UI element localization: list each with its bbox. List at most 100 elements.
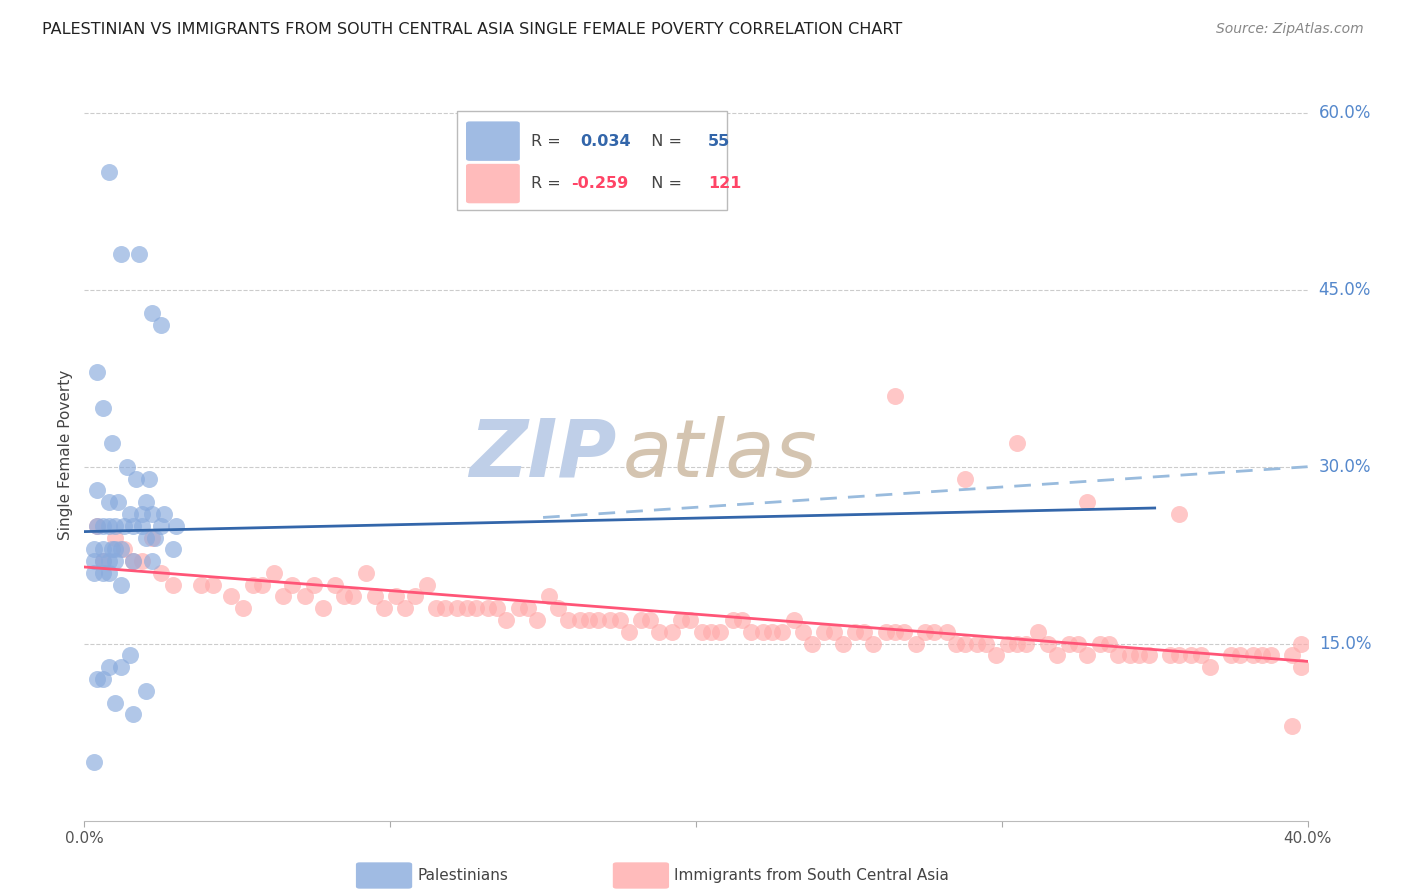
Point [104, 518, 127, 533]
Point [162, 542, 184, 557]
Point [630, 613, 652, 627]
Point [294, 590, 316, 604]
Point [91, 554, 114, 568]
Point [526, 613, 548, 627]
Point [135, 531, 157, 545]
Point [966, 637, 988, 651]
Point [434, 601, 457, 615]
Point [1180, 648, 1202, 663]
Point [165, 518, 187, 533]
Point [1107, 648, 1129, 663]
Point [342, 590, 364, 604]
Point [120, 648, 142, 663]
Point [101, 436, 124, 450]
Point [1250, 648, 1272, 663]
Text: 60.0%: 60.0% [1319, 103, 1371, 122]
Point [557, 613, 579, 627]
Point [141, 554, 163, 568]
Point [1291, 660, 1313, 674]
Point [122, 707, 145, 722]
Point [91, 401, 114, 415]
Point [135, 495, 157, 509]
Text: N =: N = [641, 134, 688, 149]
Point [761, 624, 783, 639]
Point [364, 590, 387, 604]
Point [700, 624, 723, 639]
Point [425, 601, 447, 615]
Point [914, 624, 936, 639]
Point [271, 590, 294, 604]
Text: 55: 55 [709, 134, 731, 149]
Point [935, 624, 957, 639]
Point [953, 637, 976, 651]
Point [661, 624, 683, 639]
Point [242, 577, 264, 591]
FancyBboxPatch shape [457, 112, 727, 210]
Point [91, 554, 114, 568]
Point [135, 684, 157, 698]
Point [91, 542, 114, 557]
Point [883, 624, 905, 639]
Point [669, 613, 692, 627]
Point [143, 531, 166, 545]
Point [1189, 648, 1212, 663]
Point [883, 389, 905, 403]
Point [924, 624, 946, 639]
Point [862, 637, 884, 651]
Point [1281, 719, 1303, 733]
FancyBboxPatch shape [356, 863, 412, 888]
Point [486, 601, 509, 615]
Point [107, 495, 129, 509]
Point [953, 471, 976, 485]
Point [731, 613, 754, 627]
Point [122, 554, 145, 568]
Point [83, 566, 105, 580]
Point [1241, 648, 1264, 663]
Point [1076, 648, 1098, 663]
Point [91, 518, 114, 533]
Text: Immigrants from South Central Asia: Immigrants from South Central Asia [673, 868, 949, 883]
Point [86, 483, 108, 498]
Text: ZIP: ZIP [470, 416, 616, 494]
Point [1036, 637, 1059, 651]
Point [690, 624, 713, 639]
Point [394, 601, 416, 615]
Point [709, 624, 731, 639]
Point [128, 247, 150, 261]
Point [149, 518, 172, 533]
Point [141, 507, 163, 521]
Point [149, 318, 172, 333]
Point [446, 601, 468, 615]
Point [219, 590, 242, 604]
Point [110, 577, 132, 591]
Point [91, 566, 114, 580]
Point [131, 507, 153, 521]
Point [104, 554, 127, 568]
Point [1119, 648, 1142, 663]
Point [104, 542, 127, 557]
Point [97, 566, 120, 580]
Text: R =: R = [531, 134, 565, 149]
Point [516, 601, 538, 615]
Point [1159, 648, 1181, 663]
Text: atlas: atlas [623, 416, 817, 494]
Text: PALESTINIAN VS IMMIGRANTS FROM SOUTH CENTRAL ASIA SINGLE FEMALE POVERTY CORRELAT: PALESTINIAN VS IMMIGRANTS FROM SOUTH CEN… [42, 22, 903, 37]
Point [679, 613, 702, 627]
Point [752, 624, 775, 639]
Point [617, 624, 640, 639]
Point [323, 577, 346, 591]
Point [538, 590, 561, 604]
Point [1098, 637, 1121, 651]
Point [893, 624, 915, 639]
Point [354, 566, 377, 580]
Point [456, 601, 478, 615]
Point [1057, 637, 1080, 651]
Point [110, 247, 132, 261]
Point [131, 554, 153, 568]
Point [333, 590, 356, 604]
Point [1005, 436, 1028, 450]
Point [721, 613, 744, 627]
Point [1076, 495, 1098, 509]
Point [976, 637, 998, 651]
Point [568, 613, 591, 627]
